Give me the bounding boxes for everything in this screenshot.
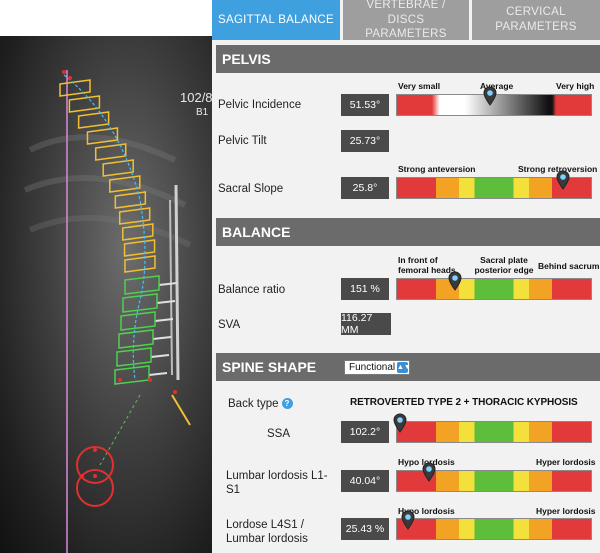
lordose-ratio-scale <box>396 518 592 540</box>
parameters-panel: SAGITTAL BALANCE VERTEBRAE / DISCS PARAM… <box>212 0 600 553</box>
femoral-head-left <box>76 446 114 484</box>
ssa-label: SSA <box>267 428 291 440</box>
pelvic-tilt-label: Pelvic Tilt <box>218 135 267 147</box>
lumbar-vertebrae <box>114 275 160 385</box>
balance-ratio-value: 151 % <box>341 278 389 300</box>
sva-label: SVA <box>218 319 241 331</box>
thoracic-vertebra <box>118 207 151 225</box>
lordose-ratio-label-2: Lumbar lordosis <box>226 533 308 545</box>
pi-scale-left: Very small <box>398 81 441 91</box>
balance-ratio-label: Balance ratio <box>218 284 286 296</box>
spine-overlay <box>23 70 192 553</box>
ssa-marker-icon[interactable] <box>393 413 407 433</box>
balance-header: BALANCE <box>216 218 600 246</box>
lumbar-vertebra <box>118 329 154 349</box>
lumbar-lordosis-label-2: S1 <box>226 484 241 496</box>
thoracic-vertebra <box>77 111 110 129</box>
sva-value: 116.27 MM <box>341 312 391 336</box>
lordose-ratio-label: Lordose L4S1 / Lumbar lordosis <box>226 518 308 546</box>
lr-scale-left: Hypo lordosis <box>398 506 455 516</box>
ss-scale-right: Strong retroversion <box>518 164 598 174</box>
tab-bar: SAGITTAL BALANCE VERTEBRAE / DISCS PARAM… <box>212 0 600 40</box>
pelvic-tilt-value: 25.73° <box>341 130 389 152</box>
lumbar-vertebra <box>120 311 156 331</box>
lr-scale-right: Hyper lordosis <box>536 506 596 516</box>
xray-label-top: 102/8 <box>180 90 212 105</box>
pelvic-incidence-value: 51.53° <box>341 94 389 116</box>
sacral-slope-label: Sacral Slope <box>218 183 284 195</box>
thoracic-vertebra <box>114 191 147 209</box>
lumbar-lordosis-label-1: Lumbar lordosis L1- <box>226 470 328 482</box>
br-scale-right: Behind sacrum <box>538 261 600 271</box>
pelvis-header: PELVIS <box>216 45 600 73</box>
back-type-label: Back type <box>228 398 279 410</box>
tab-cervical[interactable]: CERVICAL PARAMETERS <box>472 0 600 40</box>
lordose-ratio-marker-icon[interactable] <box>401 510 415 530</box>
thoracic-vertebra <box>68 95 101 113</box>
sacral-slope-value: 25.8° <box>341 177 389 199</box>
lumbar-vertebra <box>124 275 160 295</box>
ssa-scale <box>396 421 592 443</box>
lumbar-lordosis-label: Lumbar lordosis L1- S1 <box>226 469 328 497</box>
thoracic-vertebra <box>86 127 119 145</box>
femoral-head-right <box>76 469 114 507</box>
thoracic-vertebra <box>122 223 154 241</box>
lumbar-lordosis-value: 40.04° <box>341 470 389 492</box>
tab-sagittal-balance[interactable]: SAGITTAL BALANCE <box>212 0 340 40</box>
lumbar-vertebra <box>116 347 152 367</box>
thoracic-vertebra <box>59 79 91 97</box>
thoracic-vertebra <box>102 159 134 177</box>
ssa-value: 102.2° <box>341 421 389 443</box>
lumbar-lordosis-scale <box>396 470 592 492</box>
lumbar-lordosis-marker-icon[interactable] <box>422 462 436 482</box>
help-icon[interactable]: ? <box>281 398 293 409</box>
balance-ratio-scale <box>396 278 592 300</box>
br-scale-mid: Sacral plate posterior edge <box>474 255 534 275</box>
tab-vertebrae-discs[interactable]: VERTEBRAE / DISCS PARAMETERS <box>343 0 469 40</box>
ll-scale-left: Hypo lordosis <box>398 457 455 467</box>
pi-scale-mid: Average <box>480 81 514 91</box>
lordose-ratio-value: 25.43 % <box>341 518 389 540</box>
ss-scale-left: Strong anteversion <box>398 164 476 174</box>
thoracic-vertebra <box>123 239 156 257</box>
pelvic-incidence-label: Pelvic Incidence <box>218 99 302 111</box>
balance-ratio-marker-icon[interactable] <box>448 271 462 291</box>
sacral-slope-scale <box>396 177 592 199</box>
sacral-slope-marker-icon[interactable] <box>556 170 570 190</box>
xray-image[interactable]: 102/8 B1 <box>0 0 212 553</box>
back-type-label-wrap: Back type? <box>228 398 293 410</box>
spine-shape-select-value: Functional <box>349 362 396 373</box>
pi-scale-right: Very high <box>556 81 595 91</box>
br-scale-left: In front of femoral heads <box>398 255 456 275</box>
thoracic-vertebra <box>124 255 156 273</box>
thoracic-vertebra <box>109 175 141 193</box>
lumbar-vertebra <box>122 293 158 313</box>
select-arrows-icon: ▲▼ <box>397 362 411 373</box>
xray-top-margin <box>0 0 212 36</box>
xray-label-bottom: B1 <box>196 107 209 118</box>
spine-shape-select[interactable]: Functional ▲▼ <box>344 360 411 375</box>
back-type-value: RETROVERTED TYPE 2 + THORACIC KYPHOSIS <box>350 397 578 408</box>
ll-scale-right: Hyper lordosis <box>536 457 596 467</box>
pelvic-incidence-marker-icon[interactable] <box>483 86 497 106</box>
lordose-ratio-label-1: Lordose L4S1 / <box>226 519 305 531</box>
